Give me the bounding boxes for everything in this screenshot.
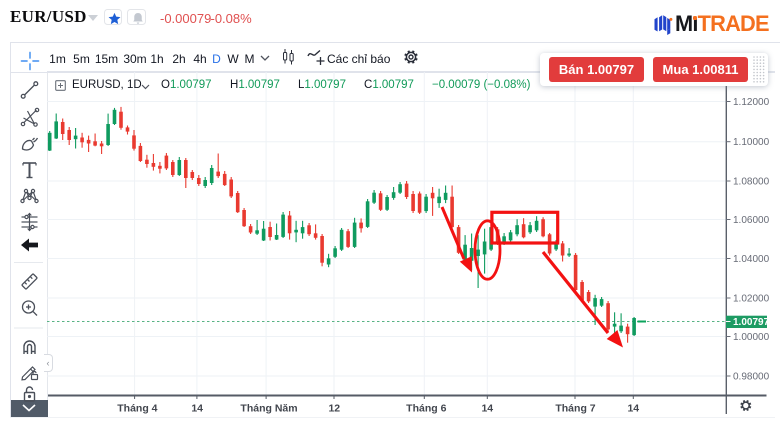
- svg-text:1.08000: 1.08000: [733, 177, 770, 188]
- svg-text:Tháng 4: Tháng 4: [117, 402, 157, 414]
- svg-text:1.12000: 1.12000: [733, 97, 770, 108]
- svg-text:1.02000: 1.02000: [733, 294, 770, 305]
- svg-text:1.00797: 1.00797: [733, 317, 770, 328]
- svg-text:1.00000: 1.00000: [733, 332, 770, 343]
- svg-text:1.04000: 1.04000: [733, 254, 770, 265]
- svg-text:1.10000: 1.10000: [733, 137, 770, 148]
- svg-text:14: 14: [481, 402, 493, 414]
- svg-text:0.98000: 0.98000: [733, 372, 770, 383]
- svg-text:Tháng Năm: Tháng Năm: [240, 402, 297, 414]
- svg-text:Tháng 6: Tháng 6: [406, 402, 446, 414]
- svg-text:1.06000: 1.06000: [733, 215, 770, 226]
- svg-text:Tháng 7: Tháng 7: [555, 402, 595, 414]
- svg-text:12: 12: [328, 402, 340, 414]
- svg-text:14: 14: [627, 402, 639, 414]
- svg-text:14: 14: [191, 402, 203, 414]
